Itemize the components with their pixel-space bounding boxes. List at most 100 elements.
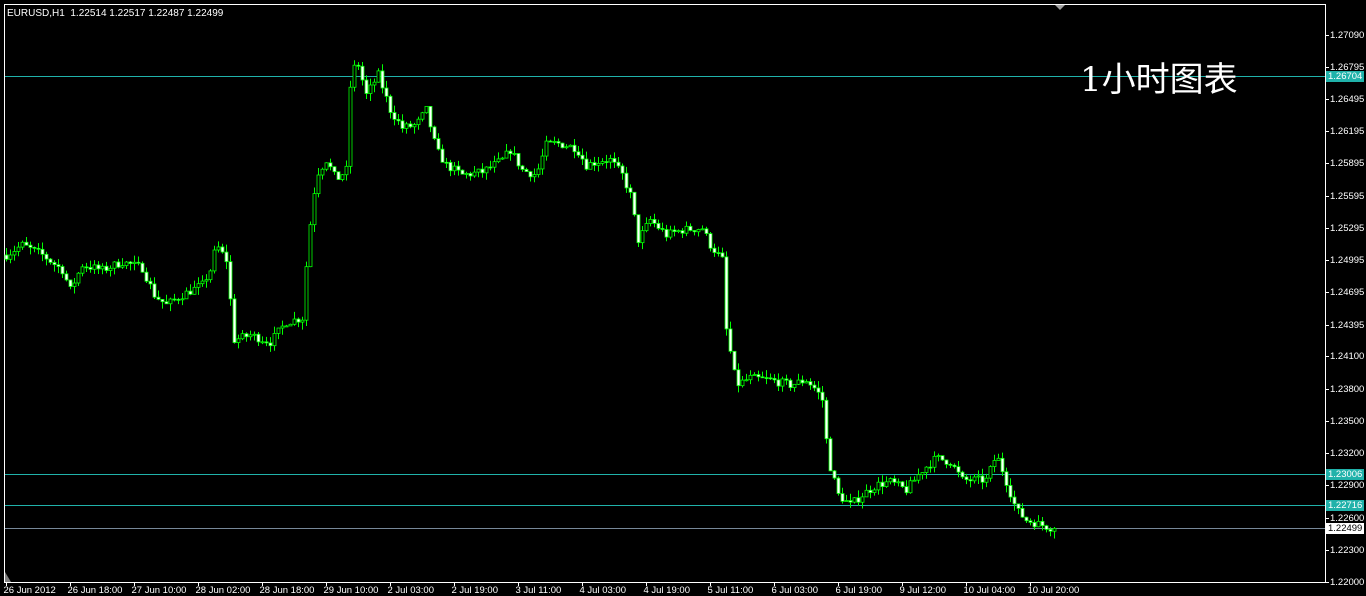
candle [872,487,877,496]
candle [480,163,485,178]
candle [820,385,825,408]
candle [408,120,413,129]
candle-body [592,162,597,166]
candle [540,148,545,175]
candle [68,279,73,290]
candle [712,243,717,257]
candle-body [1008,485,1013,498]
candle [364,75,369,100]
candle-body [380,70,385,89]
candle [832,470,837,480]
candle [84,262,89,273]
candle-body [620,165,625,174]
candle [968,475,973,488]
candle-body [536,168,541,175]
candle-body [272,333,277,347]
candle [680,228,685,238]
candle [204,274,209,288]
candle [372,78,377,93]
ohlc-open: 1.22514 [70,8,107,19]
candle [764,370,769,385]
candle-body [360,65,365,81]
candle-body [780,378,785,387]
candle [548,139,553,143]
candle [896,478,901,487]
candle-body [104,265,109,271]
candle [588,159,593,170]
candle [836,476,841,496]
candle [420,111,425,122]
candle [180,293,185,306]
candle [152,277,157,299]
candle-body [328,162,333,168]
candle-body [416,118,421,126]
candle-body [600,161,605,164]
candle-body [180,298,185,301]
candle [868,485,873,499]
candle-body [316,174,321,195]
candle [216,241,221,253]
candle [916,468,921,484]
price-tick-label: 1.26795 [1330,61,1365,73]
candle-body [1040,520,1045,527]
candle [264,336,269,347]
candle-body [280,325,285,329]
candle-body [484,166,489,174]
candle-body [456,165,461,171]
candle-body [516,153,521,167]
candle [352,60,357,92]
candle [472,165,477,178]
candle [940,455,945,461]
candle [732,350,737,371]
candle [604,154,609,169]
symbol-timeframe: EURUSD,H1 [7,8,65,19]
candle [728,321,733,354]
candle-body [700,228,705,231]
candle-body [400,120,405,129]
candle [640,225,645,250]
candle [724,251,729,336]
candle [212,245,217,274]
candle-body [452,165,457,172]
candle-body [880,481,885,488]
candle-body [628,187,633,193]
candle-body [568,144,573,148]
candle [796,373,801,385]
candle [428,105,433,133]
candle [948,462,953,468]
candle [636,214,641,248]
candle [956,461,961,478]
candle-body [228,261,233,300]
candle-body [512,153,517,155]
candle [64,270,69,282]
candle [224,244,229,270]
candle [72,278,77,294]
candle [812,380,817,392]
candle-body [672,229,677,233]
chart-shift-marker-icon[interactable] [1055,5,1065,10]
candle [760,371,765,379]
candle-body [304,266,309,321]
candle [800,375,805,387]
candle [580,148,585,166]
candle-body [668,229,673,238]
candle-body [552,141,557,143]
plot-frame [4,4,1326,583]
candle-body [128,261,133,264]
candle [40,242,45,262]
candle-body [352,64,357,88]
candle [736,363,741,393]
candle [312,187,317,233]
candle-body [1048,528,1053,532]
candle [556,138,561,147]
candle-body [184,290,189,300]
candle [840,487,845,504]
candle-body [964,476,969,481]
candle [624,166,629,193]
candle-body [108,267,113,271]
time-tick-label: 27 Jun 10:00 [131,585,187,596]
candle [492,155,497,173]
candle [316,168,321,198]
